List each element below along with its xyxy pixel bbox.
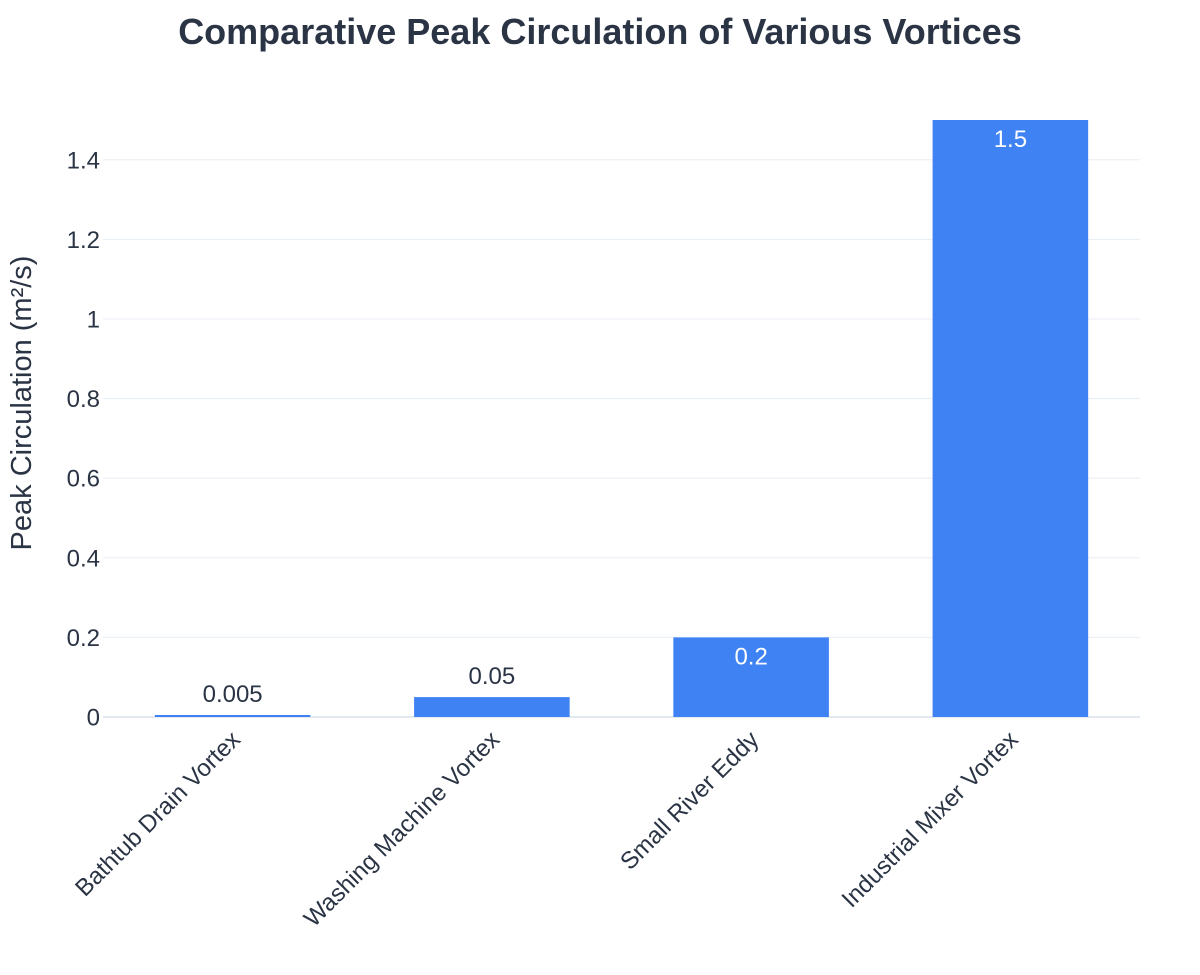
bar-value-label: 0.005 bbox=[203, 681, 263, 708]
y-axis-ticks: 0 0.2 0.4 0.6 0.8 1 1.2 1.4 bbox=[67, 147, 100, 731]
bar bbox=[932, 120, 1089, 717]
bar bbox=[673, 637, 829, 717]
y-tick-label: 0 bbox=[87, 705, 100, 732]
x-category-label: Washing Machine Vortex bbox=[299, 726, 505, 932]
x-category-label: Small River Eddy bbox=[615, 726, 764, 875]
y-tick-label: 0.6 bbox=[67, 466, 100, 493]
bar bbox=[414, 697, 570, 717]
bar-value-label: 1.5 bbox=[994, 126, 1027, 153]
bar-value-label: 0.2 bbox=[734, 643, 767, 670]
bars bbox=[154, 120, 1089, 717]
bar bbox=[154, 715, 311, 717]
value-labels: 0.005 0.05 0.2 1.5 bbox=[203, 126, 1027, 708]
x-category-label: Bathtub Drain Vortex bbox=[70, 726, 246, 902]
y-tick-label: 0.2 bbox=[67, 625, 100, 652]
y-tick-label: 0.4 bbox=[67, 545, 100, 572]
y-tick-label: 1.2 bbox=[67, 227, 100, 254]
y-tick-label: 1 bbox=[87, 307, 100, 334]
bar-value-label: 0.05 bbox=[469, 663, 516, 690]
x-axis-labels: Bathtub Drain Vortex Washing Machine Vort… bbox=[70, 726, 1023, 932]
y-tick-label: 0.8 bbox=[67, 386, 100, 413]
y-axis-title: Peak Circulation (m²/s) bbox=[6, 256, 38, 551]
x-category-label: Industrial Mixer Vortex bbox=[837, 726, 1024, 913]
chart-title: Comparative Peak Circulation of Various … bbox=[178, 11, 1022, 52]
y-tick-label: 1.4 bbox=[67, 147, 100, 174]
